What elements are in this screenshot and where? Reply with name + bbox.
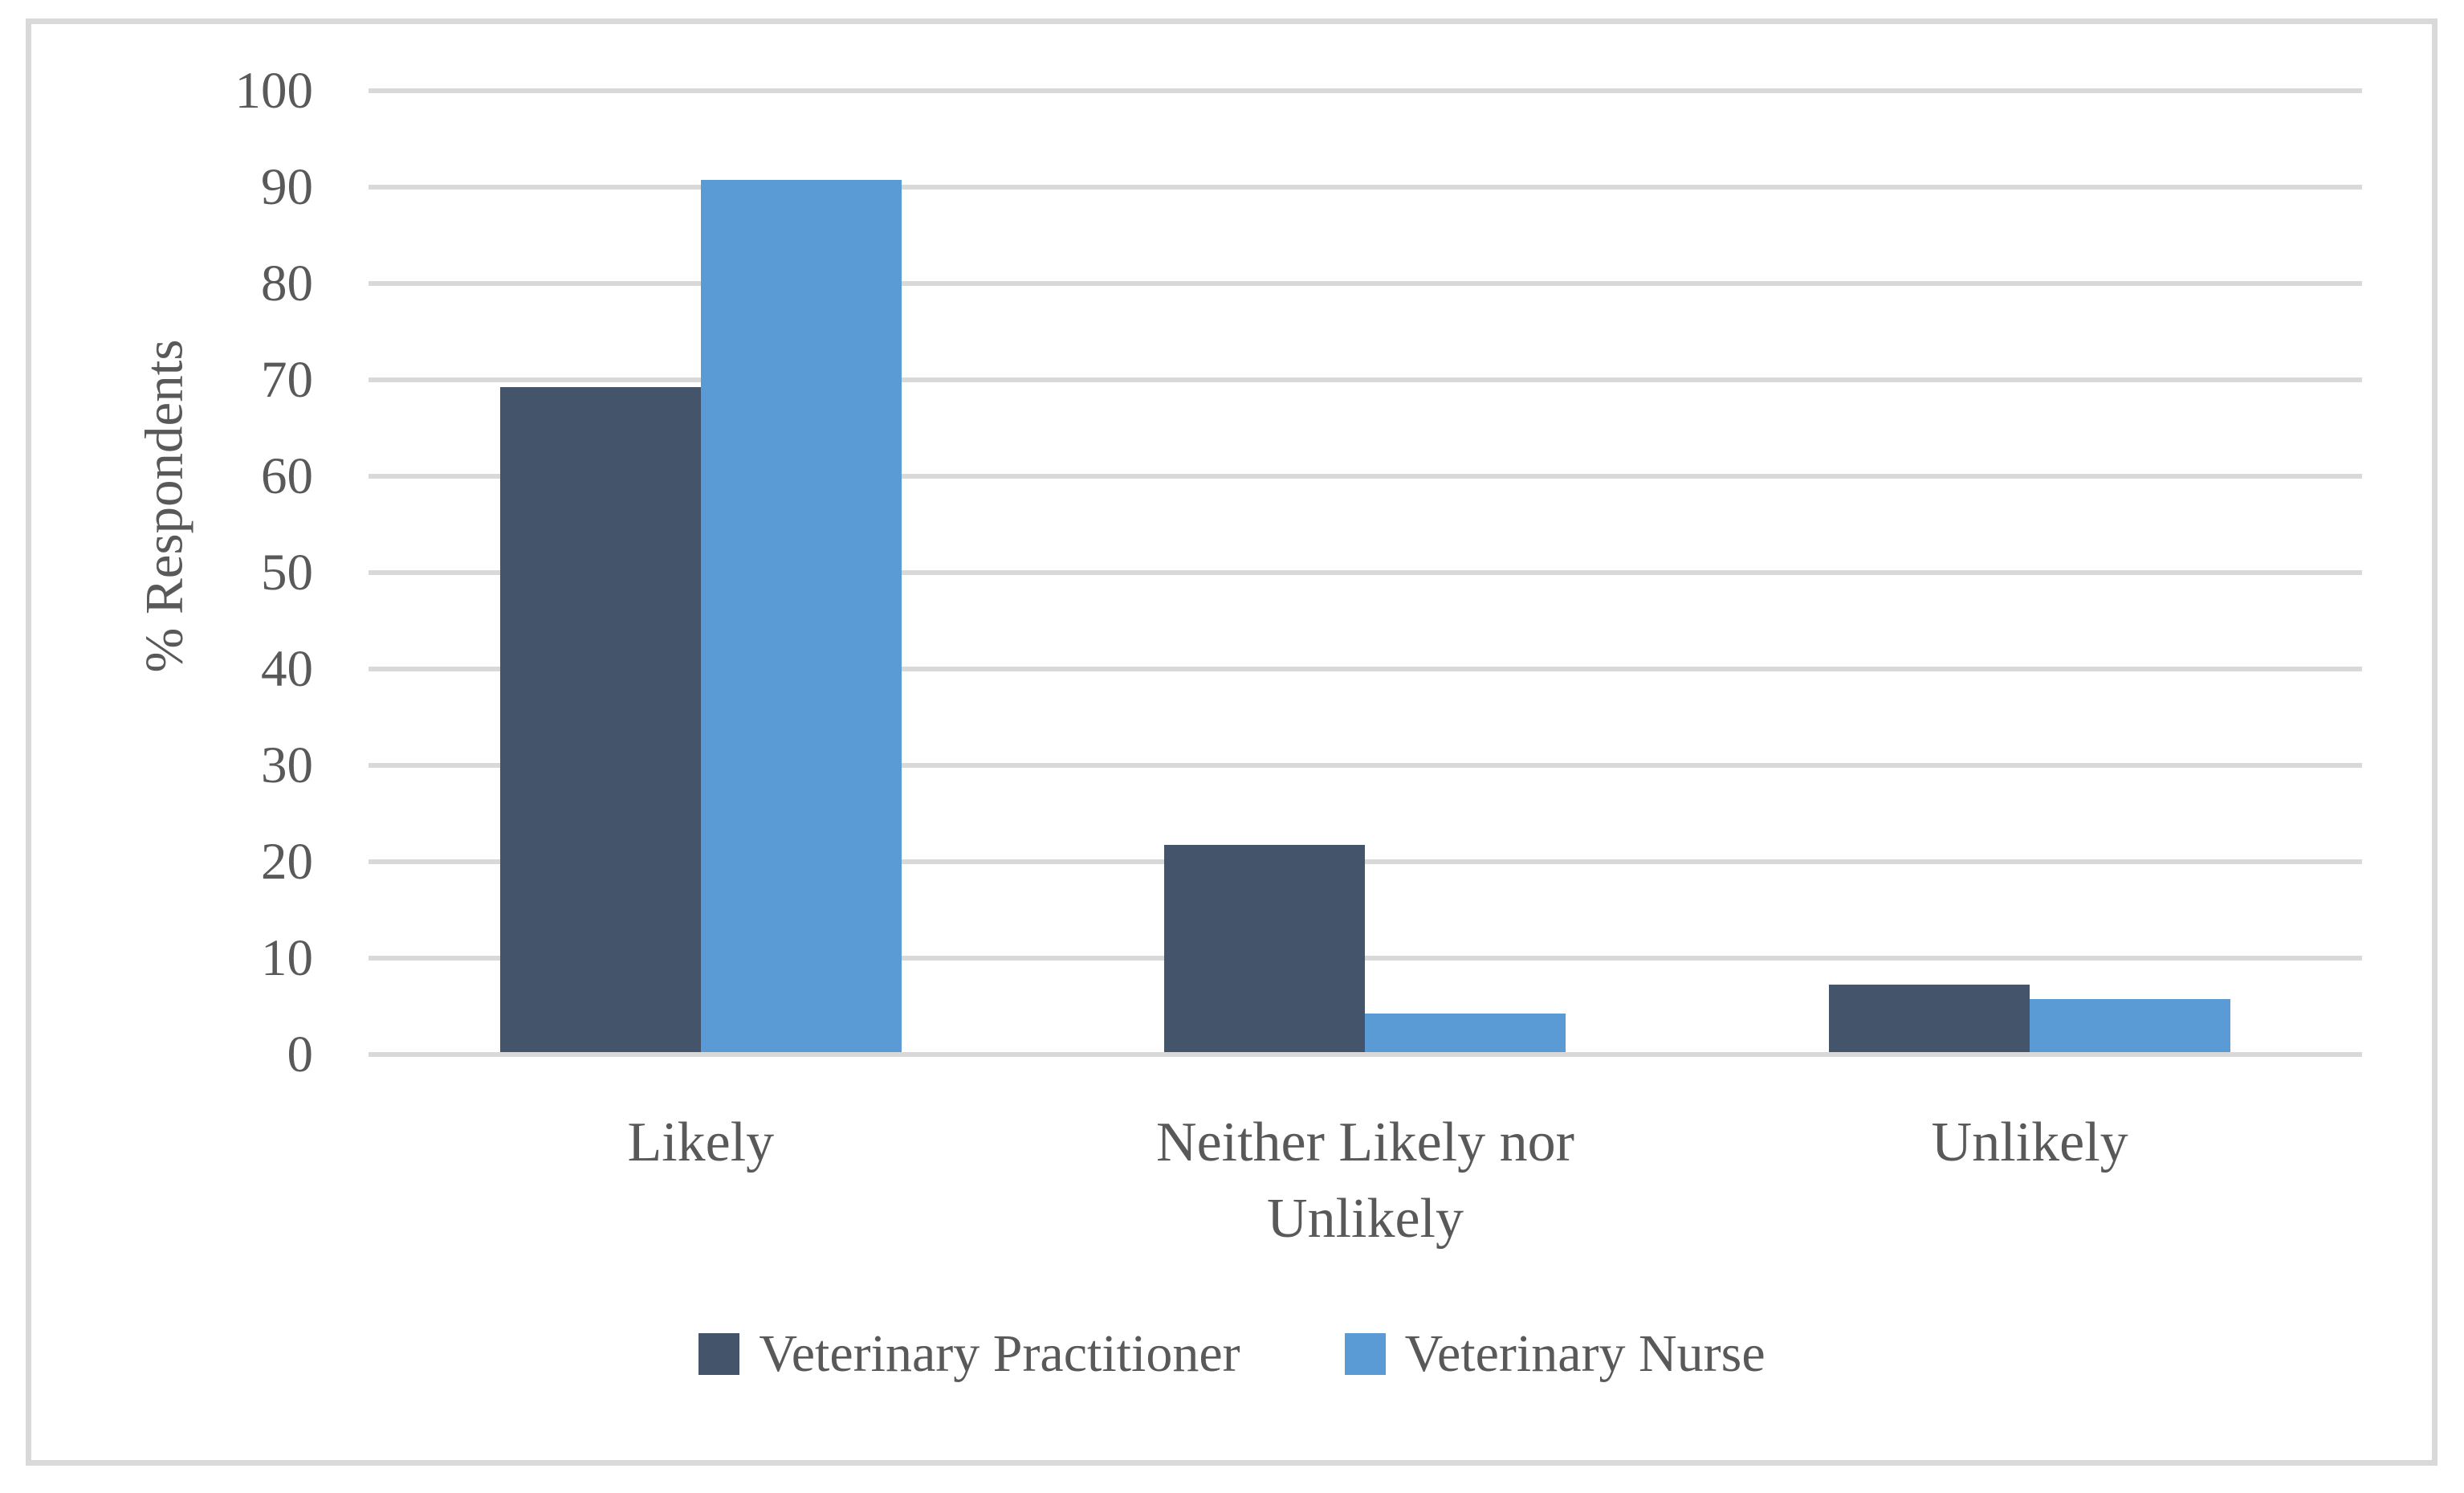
y-tick-label-100: 100 — [234, 62, 314, 120]
bar-veterinary-practitioner-unlikely — [1829, 985, 2030, 1052]
y-tick-label-30: 30 — [261, 736, 313, 794]
gridline-70 — [369, 377, 2362, 382]
y-tick-label-70: 70 — [261, 351, 313, 409]
gridline-100 — [369, 88, 2362, 93]
bar-veterinary-practitioner-neither-likely-nor-unlikely — [1164, 845, 1366, 1052]
legend-item-veterinary-practitioner: Veterinary Practitioner — [698, 1324, 1240, 1385]
y-tick-label-10: 10 — [261, 929, 313, 987]
gridline-60 — [369, 474, 2362, 479]
legend-swatch-veterinary-nurse — [1344, 1333, 1386, 1375]
y-tick-label-80: 80 — [261, 255, 313, 312]
bar-veterinary-practitioner-likely — [499, 387, 701, 1052]
gridline-10 — [369, 956, 2362, 961]
y-tick-label-40: 40 — [261, 640, 313, 698]
bar-veterinary-nurse-neither-likely-nor-unlikely — [1365, 1014, 1566, 1052]
bar-group-likely — [369, 88, 1033, 1052]
x-axis-line — [369, 1052, 2362, 1057]
x-category-label-likely: Likely — [627, 1112, 775, 1173]
bar-group-unlikely — [1697, 88, 2362, 1052]
bar-veterinary-nurse-likely — [700, 180, 902, 1052]
gridline-80 — [369, 281, 2362, 286]
gridline-30 — [369, 763, 2362, 768]
legend-item-veterinary-nurse: Veterinary Nurse — [1344, 1324, 1766, 1385]
y-tick-label-50: 50 — [261, 544, 313, 602]
legend: Veterinary Practitioner Veterinary Nurse — [0, 1324, 2464, 1385]
gridline-40 — [369, 667, 2362, 671]
gridline-90 — [369, 185, 2362, 190]
figure-border — [26, 18, 2438, 1466]
legend-swatch-veterinary-practitioner — [698, 1333, 740, 1375]
plot-area — [369, 88, 2362, 1057]
bar-group-neither-likely-nor-unlikely — [1033, 88, 1698, 1052]
bars-layer — [369, 91, 2362, 1054]
y-tick-label-0: 0 — [287, 1026, 314, 1083]
y-tick-label-90: 90 — [261, 158, 313, 216]
bar-veterinary-nurse-unlikely — [2030, 999, 2231, 1052]
gridline-20 — [369, 859, 2362, 864]
y-tick-label-20: 20 — [261, 833, 313, 891]
legend-label-veterinary-practitioner: Veterinary Practitioner — [759, 1324, 1240, 1383]
gridline-50 — [369, 570, 2362, 575]
x-category-label-unlikely: Unlikely — [1931, 1112, 2128, 1173]
legend-label-veterinary-nurse: Veterinary Nurse — [1404, 1324, 1766, 1383]
y-tick-label-60: 60 — [261, 447, 313, 505]
x-category-label-neither-likely-nor-unlikely: Neither Likely nor Unlikely — [1156, 1112, 1574, 1250]
